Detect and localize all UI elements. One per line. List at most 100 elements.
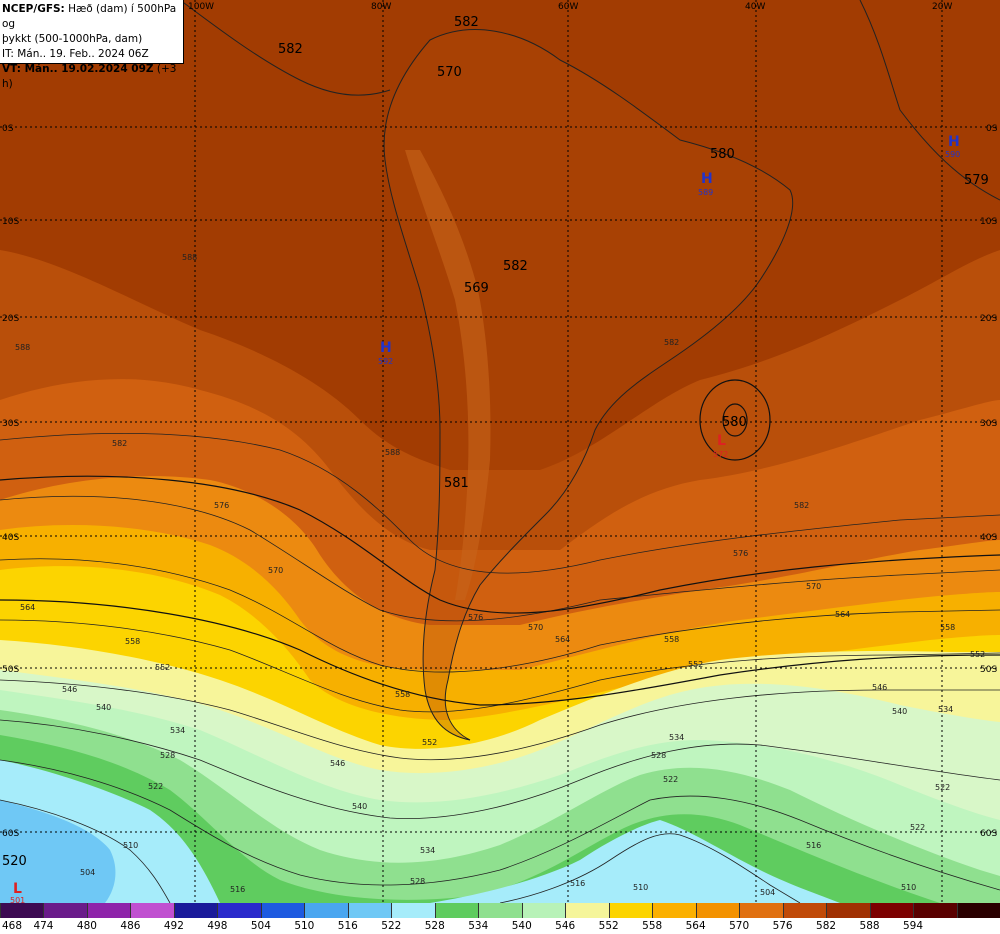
- height-label: 581: [444, 476, 469, 491]
- lon-label: 60W: [558, 2, 578, 12]
- valid-time: VT: Mán.. 19.02.2024 09Z: [2, 63, 154, 75]
- color-scale-label: 558: [642, 920, 663, 932]
- color-swatch: [695, 903, 741, 918]
- thickness-label: 582: [794, 501, 809, 510]
- height-label: 579: [964, 173, 989, 188]
- color-swatch: [43, 903, 88, 918]
- thickness-label: 522: [148, 782, 163, 791]
- thickness-label: 576: [733, 549, 748, 558]
- lat-label: 0S: [986, 124, 998, 134]
- color-swatch: [782, 903, 828, 918]
- color-scale-label: 492: [163, 920, 184, 932]
- color-scale-label: 534: [468, 920, 489, 932]
- andes-relief: [405, 150, 491, 600]
- lon-label: 20W: [932, 2, 952, 12]
- thickness-label: 570: [268, 566, 283, 575]
- thickness-label: 564: [835, 610, 850, 619]
- thickness-label: 534: [420, 846, 435, 855]
- thickness-label: 522: [935, 783, 950, 792]
- high-pressure-marker: H: [948, 134, 960, 150]
- thickness-label: 540: [352, 802, 367, 811]
- height-contours: [0, 379, 1000, 706]
- thickness-label: 504: [760, 888, 775, 897]
- color-swatch: [956, 903, 1000, 918]
- height-label: 570: [437, 65, 462, 80]
- thickness-label: 582: [664, 338, 679, 347]
- color-swatch: [304, 903, 349, 918]
- lat-label: 40S: [980, 533, 997, 543]
- color-scale-label: 468: [2, 920, 23, 932]
- info-line-3: IT: Mán.. 19. Feb.. 2024 06Z: [2, 48, 149, 60]
- height-label: 569: [464, 281, 489, 296]
- low-pressure-value: 572: [713, 450, 728, 459]
- high-pressure-value: 589: [698, 188, 713, 197]
- color-scale-label: 576: [772, 920, 793, 932]
- lat-label: 30S: [2, 419, 19, 429]
- lat-label: 20S: [2, 314, 19, 324]
- thickness-label: 534: [938, 705, 953, 714]
- thickness-label: 540: [96, 703, 111, 712]
- info-line-4: VT: Mán.. 19.02.2024 09Z (+3 h): [2, 62, 183, 92]
- thickness-label: 558: [664, 635, 679, 644]
- lat-label: 20S: [980, 314, 997, 324]
- map-canvas: 100W 80W 60W 40W 20W 0S 10S 20S 30S 40S …: [0, 0, 1000, 903]
- thickness-label: 528: [410, 877, 425, 886]
- color-swatch: [826, 903, 871, 918]
- color-swatch: [434, 903, 480, 918]
- lat-label: 60S: [980, 829, 997, 839]
- thickness-label: 540: [892, 707, 907, 716]
- color-scale-label: 504: [250, 920, 271, 932]
- lat-label: 60S: [2, 829, 19, 839]
- low-pressure-marker: L: [717, 433, 726, 449]
- info-line-2: þykkt (500-1000hPa, dam): [2, 33, 143, 45]
- thickness-label: 546: [62, 685, 77, 694]
- color-scale-label: 498: [207, 920, 228, 932]
- thickness-label: 570: [806, 582, 821, 591]
- color-scale-label: 594: [903, 920, 924, 932]
- lat-label: 30S: [980, 419, 997, 429]
- lon-label: 80W: [371, 2, 391, 12]
- high-pressure-marker: H: [380, 340, 392, 356]
- thickness-label: 558: [395, 690, 410, 699]
- lat-label: 40S: [2, 533, 19, 543]
- color-scale-label: 564: [685, 920, 706, 932]
- color-swatch: [217, 903, 262, 918]
- color-swatch: [913, 903, 958, 918]
- color-swatch: [173, 903, 219, 918]
- color-scale-label: 486: [120, 920, 141, 932]
- color-scale-legend: 468 474 480 486 492 498 504 510 516 522 528 534 540 5…: [0, 903, 1000, 934]
- lead-time: (+3 h): [2, 63, 177, 90]
- color-scale-label: 540: [511, 920, 532, 932]
- thickness-label: 570: [528, 623, 543, 632]
- height-label: 582: [503, 259, 528, 274]
- lat-label: 10S: [2, 217, 19, 227]
- thickness-label: 522: [910, 823, 925, 832]
- high-pressure-value: 590: [945, 150, 960, 159]
- color-scale-label: 588: [859, 920, 880, 932]
- color-swatch: [565, 903, 610, 918]
- thickness-label: 576: [214, 501, 229, 510]
- thickness-label: 510: [123, 841, 138, 850]
- thickness-label: 558: [125, 637, 140, 646]
- low-pressure-value: 501: [10, 896, 25, 903]
- color-scale-label: 510: [294, 920, 315, 932]
- thickness-label: 546: [330, 759, 345, 768]
- lon-label: 100W: [188, 2, 214, 12]
- thickness-label: 516: [806, 841, 821, 850]
- thickness-label: 588: [15, 343, 30, 352]
- thickness-label: 564: [555, 635, 570, 644]
- color-swatch: [0, 903, 45, 918]
- high-pressure-marker: H: [701, 171, 713, 187]
- thickness-label: 552: [688, 660, 703, 669]
- thickness-label: 546: [872, 683, 887, 692]
- thickness-label: 516: [570, 879, 585, 888]
- height-label: 580: [722, 415, 747, 430]
- thickness-label: 582: [112, 439, 127, 448]
- color-scale-label: 552: [598, 920, 619, 932]
- height-label: 582: [454, 15, 479, 30]
- color-swatch: [260, 903, 306, 918]
- high-pressure-value: 592: [378, 357, 393, 366]
- color-swatch: [739, 903, 784, 918]
- color-swatch: [347, 903, 393, 918]
